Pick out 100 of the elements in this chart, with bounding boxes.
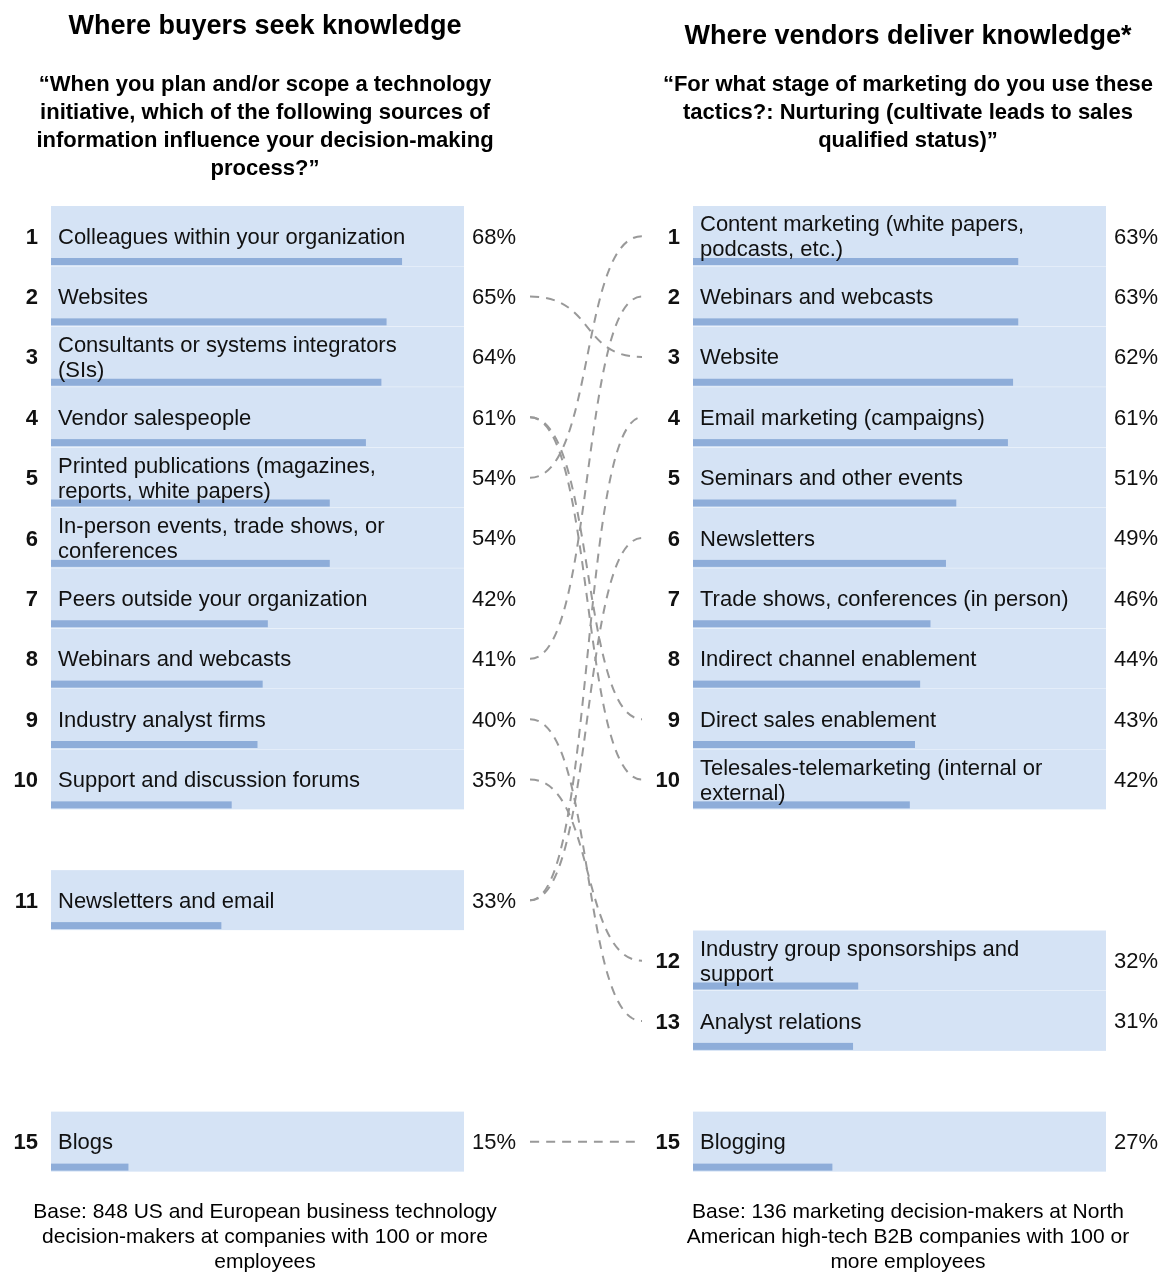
bar bbox=[51, 741, 258, 748]
text: 1 bbox=[25, 223, 38, 249]
y-tick-label: Indirect channel enablement bbox=[700, 646, 977, 672]
data-label: 49% bbox=[1114, 525, 1159, 551]
data-label: 27% bbox=[1114, 1129, 1159, 1155]
chart-title: Where buyers seek knowledge bbox=[67, 10, 463, 41]
y-tick-label: Direct sales enablement bbox=[700, 706, 937, 732]
y-tick-label: Industry group sponsorships and support bbox=[700, 935, 1020, 986]
text: 8 bbox=[25, 646, 38, 672]
data-label: 54% bbox=[472, 525, 517, 551]
text: 5 bbox=[667, 465, 680, 491]
text: 9 bbox=[25, 706, 38, 732]
text: 6 bbox=[25, 525, 38, 551]
y-tick-label: Analyst relations bbox=[700, 1008, 862, 1034]
text: 9 bbox=[667, 706, 680, 732]
text: 11 bbox=[14, 887, 38, 913]
y-tick-label: Newsletters bbox=[700, 525, 815, 551]
y-tick-label: Websites bbox=[58, 284, 149, 310]
text: Base: 848 US and European business technology decision-makers at companies with 100 or more employees bbox=[32, 1198, 498, 1273]
data-label: 54% bbox=[472, 465, 517, 490]
data-label: 35% bbox=[472, 766, 517, 792]
text: 15 bbox=[655, 1129, 680, 1155]
y-tick-label: Webinars and webcasts bbox=[58, 646, 292, 672]
data-label: 64% bbox=[472, 344, 517, 370]
data-label: 65% bbox=[472, 283, 517, 309]
data-label: 61% bbox=[1114, 404, 1159, 430]
bar bbox=[51, 620, 268, 628]
y-tick-label: Peers outside your organization bbox=[58, 585, 368, 611]
data-label: 63% bbox=[1114, 283, 1159, 309]
y-tick-label: Website bbox=[700, 344, 780, 370]
text: 4 bbox=[667, 404, 681, 430]
y-tick-label: Industry analyst firms bbox=[58, 706, 266, 732]
y-tick-label: Colleagues within your organization bbox=[58, 223, 406, 249]
chart-subtitle: “When you plan and/or scope a technology initiative, which of the following sources of information influence your decision-making process?” bbox=[35, 70, 495, 182]
bar bbox=[693, 559, 946, 567]
bar bbox=[693, 1163, 833, 1171]
bar bbox=[51, 318, 387, 326]
text: 10 bbox=[655, 767, 680, 793]
text: 3 bbox=[667, 344, 680, 370]
y-tick-label: Seminars and other events bbox=[700, 465, 963, 491]
y-tick-label: Trade shows, conferences (in person) bbox=[700, 585, 1069, 611]
y-tick-label: Blogs bbox=[58, 1129, 114, 1155]
chart-title: Where vendors deliver knowledge* bbox=[683, 20, 1133, 51]
bar bbox=[51, 559, 330, 567]
text: 10 bbox=[13, 767, 38, 793]
text: 6 bbox=[667, 525, 680, 551]
data-label: 51% bbox=[1114, 465, 1159, 490]
data-label: 40% bbox=[472, 706, 517, 732]
bar bbox=[693, 741, 915, 748]
data-label: 42% bbox=[472, 585, 517, 611]
text: Base: 136 marketing decision-makers at North American high-tech B2B companies with 100 or more employees bbox=[685, 1198, 1131, 1273]
text: 2 bbox=[667, 284, 680, 310]
bar bbox=[693, 620, 931, 628]
bar bbox=[51, 922, 222, 930]
y-tick-label: Blogging bbox=[700, 1129, 786, 1155]
y-tick-label: Consultants or systems integrators (SIs) bbox=[58, 331, 397, 382]
bar bbox=[693, 680, 921, 688]
data-label: 44% bbox=[1114, 646, 1159, 672]
y-tick-label: In-person events, trade shows, or conferences bbox=[58, 513, 385, 564]
bar bbox=[51, 258, 403, 265]
text: 1 bbox=[667, 223, 680, 249]
data-label: 46% bbox=[1114, 585, 1159, 611]
data-label: 41% bbox=[472, 646, 517, 672]
y-tick-label: Telesales-telemarketing (internal or external) bbox=[700, 754, 1043, 805]
y-tick-label: Vendor salespeople bbox=[58, 404, 252, 430]
bar bbox=[51, 439, 366, 447]
bar bbox=[693, 378, 1014, 386]
text: 3 bbox=[25, 344, 38, 370]
text: 15 bbox=[13, 1129, 38, 1155]
text: 12 bbox=[655, 948, 680, 974]
y-tick-label: Webinars and webcasts bbox=[700, 284, 934, 310]
text: 4 bbox=[25, 404, 39, 430]
text: 13 bbox=[655, 1008, 680, 1034]
data-label: 43% bbox=[1114, 706, 1159, 732]
bar bbox=[51, 1163, 129, 1171]
text: 7 bbox=[25, 585, 38, 611]
bar bbox=[693, 318, 1019, 326]
y-tick-label: Newsletters and email bbox=[58, 887, 275, 913]
text: 8 bbox=[667, 646, 680, 672]
bar bbox=[693, 499, 957, 507]
data-label: 68% bbox=[472, 223, 517, 249]
data-label: 33% bbox=[472, 887, 517, 913]
data-label: 63% bbox=[1114, 223, 1159, 249]
y-tick-label: Printed publications (magazines, reports, white papers) bbox=[58, 452, 376, 503]
y-tick-label: Email marketing (campaigns) bbox=[700, 404, 985, 430]
data-label: 31% bbox=[1114, 1008, 1159, 1034]
bar bbox=[51, 680, 263, 688]
text: 2 bbox=[25, 284, 38, 310]
bar bbox=[693, 1042, 854, 1050]
y-tick-label: Support and discussion forums bbox=[58, 767, 361, 793]
data-label: 61% bbox=[472, 404, 517, 430]
data-label: 62% bbox=[1114, 344, 1159, 370]
y-tick-label: Content marketing (white papers, podcasts, etc.) bbox=[700, 211, 1025, 262]
data-label: 32% bbox=[1114, 948, 1159, 973]
bar bbox=[51, 801, 232, 809]
chart-subtitle: “For what stage of marketing do you use these tactics?: Nurturing (cultivate leads to sales qualified status)” bbox=[661, 70, 1155, 154]
text: 7 bbox=[667, 585, 680, 611]
data-label: 42% bbox=[1114, 766, 1159, 792]
bar bbox=[693, 439, 1008, 447]
text: 5 bbox=[25, 465, 38, 491]
